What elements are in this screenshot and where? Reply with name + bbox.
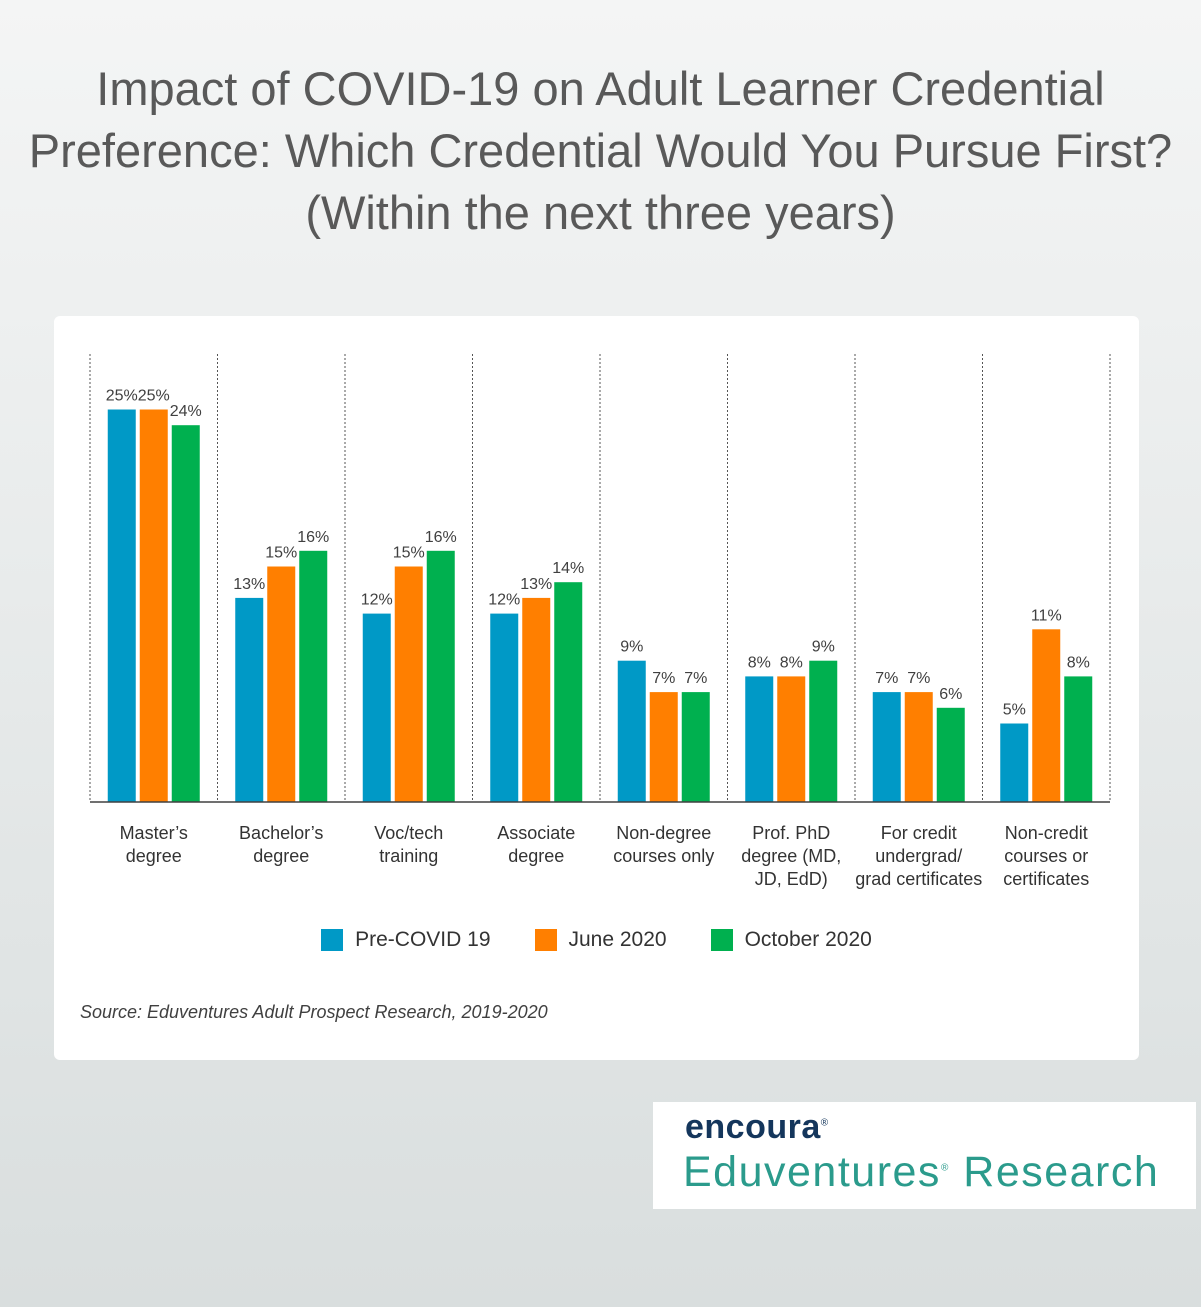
bar [426,550,455,802]
category-label: Voc/tech training [374,823,444,866]
legend-label: June 2020 [568,928,667,951]
bar [745,676,774,802]
bar-value-label: 7% [652,670,675,687]
bar-value-label: 13% [520,576,552,593]
bar-value-label: 9% [812,639,835,656]
legend-item: October 2020 [710,928,872,952]
bar [872,692,901,802]
bar [936,707,965,802]
bar [394,566,423,802]
bar-value-label: 5% [1003,702,1026,719]
legend-swatch [534,929,557,951]
bar-value-label: 12% [361,592,393,609]
bar [554,582,583,802]
bar-value-label: 15% [265,545,297,562]
bar [522,597,551,802]
bar [267,566,296,802]
bar-value-label: 8% [780,654,803,671]
bar [681,692,710,802]
bar-value-label: 6% [939,686,962,703]
bar-value-label: 7% [907,670,930,687]
category-label: Bachelor’s degree [239,823,324,866]
legend-label: Pre-COVID 19 [355,928,491,951]
bar [171,425,200,802]
bar [235,597,264,802]
chart-title: Impact of COVID-19 on Adult Learner Cred… [28,62,1173,239]
bar-chart: 25% 25%24%13%15%16%12%15%16%12%13%14%9%7%… [89,354,1111,803]
category-label: Master’s degree [119,823,188,866]
encoura-logo: encoura® [685,1108,829,1146]
bar-value-label: 8% [1067,654,1090,671]
bar [904,692,933,802]
bar [649,692,678,802]
bar-value-label: 12% [488,592,520,609]
legend-swatch [710,929,733,951]
bar-value-label: 24% [170,403,202,420]
legend-label: October 2020 [744,928,872,951]
bar [107,409,136,802]
category-label: Associate degree [497,823,576,866]
bar-value-label: 14% [552,560,584,577]
bar-value-label: 8% [748,654,771,671]
bar-value-label: 13% [233,576,265,593]
bar [809,660,838,802]
source-note: Source: Eduventures Adult Prospect Resea… [80,1002,548,1022]
category-label: For credit undergrad/ grad certificates [855,823,983,889]
legend-item: June 2020 [534,928,667,952]
bar [299,550,328,802]
category-label: Non-credit courses or certificates [1003,823,1090,889]
bar [777,676,806,802]
brand-logo: encoura® Eduventures® Research [653,1102,1196,1209]
bar-value-label: 7% [875,670,898,687]
category-label: Non-degree courses only [613,823,715,866]
category-label: Prof. PhD degree (MD, JD, EdD) [741,823,842,889]
bar [1064,676,1093,802]
legend: Pre-COVID 19 June 2020 October 2020 [54,928,1139,957]
bar-value-label: 15% [393,545,425,562]
legend-item: Pre-COVID 19 [321,928,491,952]
bar-value-label: 25% [138,388,170,405]
bar-value-label: 16% [297,529,329,546]
bar [490,613,519,802]
bar [362,613,391,802]
bar-value-label: 7% [684,670,707,687]
bar [139,409,168,802]
bar [1032,629,1061,802]
bar-value-label: 16% [425,529,457,546]
bar-value-label: 11% [1031,607,1062,624]
bar-value-label: 25% [106,388,138,405]
chart-card: 25% 25% 24% 13% 15% 16% 12% 15% 16% 12% 13% 14% 9% 7%… [54,316,1139,1060]
bar [617,660,646,802]
bar [1000,723,1029,802]
legend-swatch [321,929,344,951]
bar-value-label: 9% [620,639,643,656]
eduventures-research-logo: Eduventures® Research [683,1148,1160,1196]
